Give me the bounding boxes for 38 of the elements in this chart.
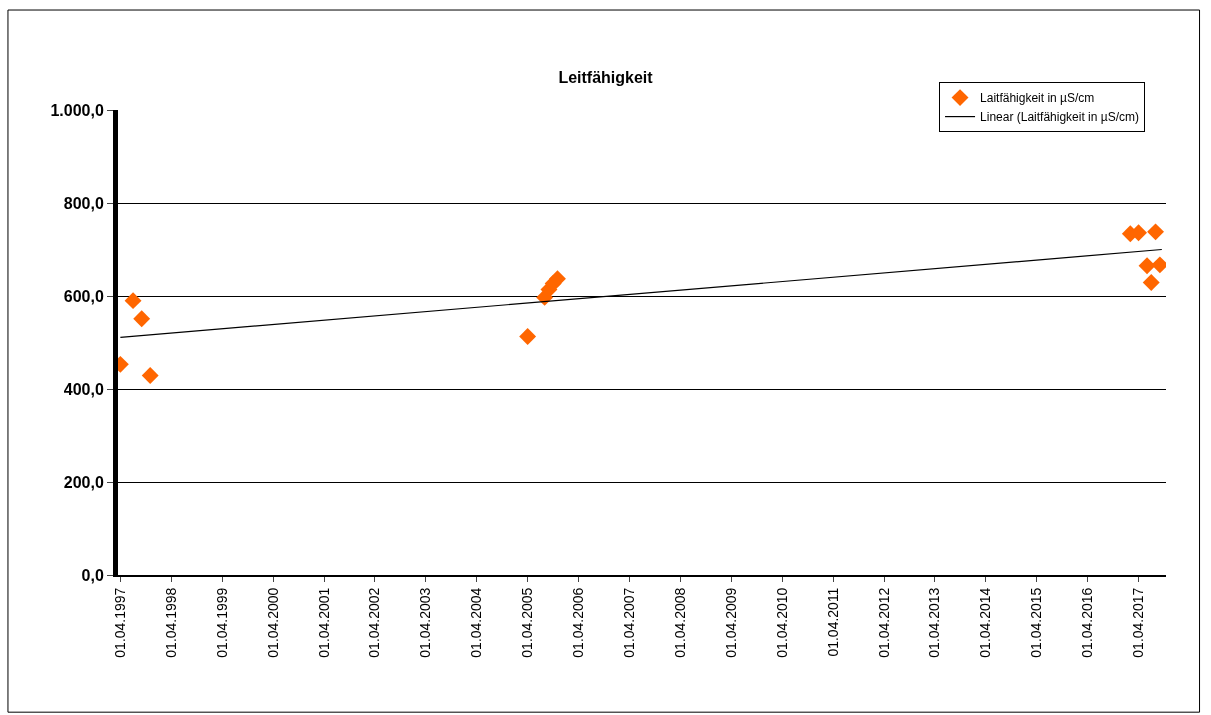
- x-tick-label: 01.04.2012: [875, 587, 892, 658]
- x-tick-label: 01.04.2017: [1130, 587, 1147, 658]
- point: [549, 270, 566, 288]
- x-tick-label: 01.04.2015: [1028, 587, 1045, 658]
- x-tick-label: 01.04.2014: [977, 587, 994, 658]
- x-tick-label: 01.04.2009: [722, 587, 739, 658]
- point: [141, 367, 159, 384]
- x-tick-label: 01.04.2003: [417, 587, 434, 658]
- legend-label: Linear (Laitfähigkeit in µS/cm): [980, 110, 1140, 125]
- point: [1142, 274, 1160, 291]
- y-tick-label: 400,0: [63, 380, 104, 398]
- point: [1147, 223, 1164, 241]
- point: [1138, 257, 1156, 275]
- point: [519, 328, 537, 345]
- x-tick-label: 01.04.2000: [264, 587, 281, 658]
- x-tick-label: 01.04.1998: [162, 587, 179, 658]
- x-tick-label: 01.04.2005: [519, 587, 536, 658]
- chart-title: Leitfähigkeit: [558, 68, 654, 86]
- x-tick-label: 01.04.2013: [926, 587, 943, 658]
- point: [124, 292, 142, 310]
- x-tick-label: 01.04.2010: [773, 587, 790, 658]
- x-tick-label: 01.04.2008: [671, 587, 688, 658]
- legend-label: Laitfähigkeit in µS/cm: [980, 91, 1095, 106]
- point: [133, 310, 151, 328]
- x-tick-label: 01.04.2006: [570, 587, 587, 658]
- y-tick-label: 800,0: [63, 194, 104, 212]
- x-tick-label: 01.04.2016: [1079, 587, 1096, 658]
- x-tick-label: 01.04.2002: [366, 587, 383, 658]
- x-tick-label: 01.04.2001: [315, 587, 332, 658]
- x-tick-label: 01.04.1997: [111, 587, 128, 658]
- y-tick-label: 600,0: [63, 287, 104, 305]
- y-tick-label: 200,0: [63, 473, 104, 491]
- x-tick-label: 01.04.2011: [824, 587, 841, 657]
- y-tick-label: 0,0: [81, 566, 104, 584]
- x-tick-label: 01.04.2007: [620, 587, 637, 658]
- x-tick-label: 01.04.1999: [213, 587, 230, 658]
- y-tick-label: 1.000,0: [50, 101, 104, 119]
- x-tick-label: 01.04.2004: [468, 587, 485, 658]
